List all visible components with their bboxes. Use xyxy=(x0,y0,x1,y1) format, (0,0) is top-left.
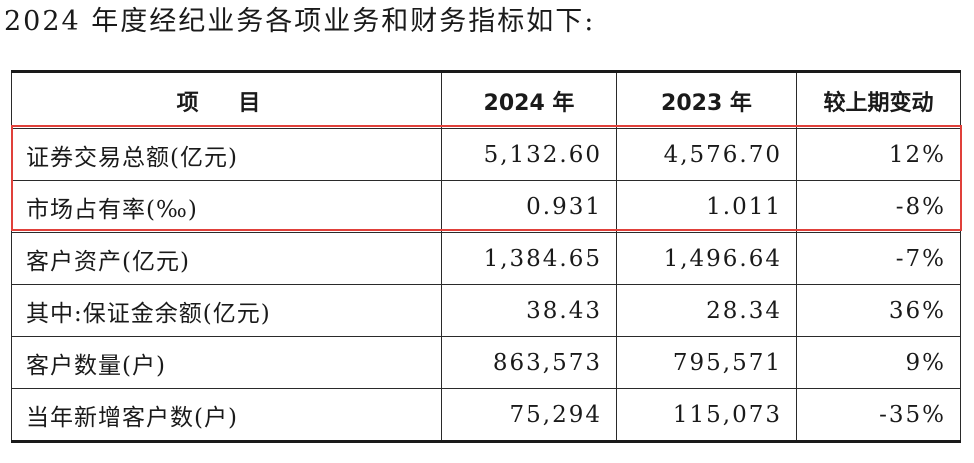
intro-text: 2024 年度经纪业务各项业务和财务指标如下: xyxy=(4,6,596,37)
change-value: 12% xyxy=(796,128,961,181)
change-value: -7% xyxy=(796,232,961,285)
row-label: 客户数量(户) xyxy=(11,336,442,389)
value-2023: 1.011 xyxy=(616,180,797,233)
table-header-row: 项 目 2024 年 2023 年 较上期变动 xyxy=(11,70,961,129)
change-value: 9% xyxy=(796,336,961,389)
table-row: 客户资产(亿元) 1,384.65 1,496.64 -7% xyxy=(11,232,961,285)
row-label: 当年新增客户数(户) xyxy=(11,388,442,443)
row-label: 其中:保证金余额(亿元) xyxy=(11,284,442,337)
value-2024: 75,294 xyxy=(441,388,617,443)
change-value: -8% xyxy=(796,180,961,233)
header-item: 项 目 xyxy=(11,70,442,129)
change-value: -35% xyxy=(796,388,961,443)
value-2024: 1,384.65 xyxy=(441,232,617,285)
header-2023: 2023 年 xyxy=(616,70,797,129)
header-2024: 2024 年 xyxy=(441,70,617,129)
value-2024: 38.43 xyxy=(441,284,617,337)
row-label: 证券交易总额(亿元) xyxy=(11,128,442,181)
value-2023: 795,571 xyxy=(616,336,797,389)
table-row: 当年新增客户数(户) 75,294 115,073 -35% xyxy=(11,388,961,443)
table-row: 客户数量(户) 863,573 795,571 9% xyxy=(11,336,961,389)
table-row: 证券交易总额(亿元) 5,132.60 4,576.70 12% xyxy=(11,128,961,181)
value-2023: 115,073 xyxy=(616,388,797,443)
change-value: 36% xyxy=(796,284,961,337)
value-2024: 0.931 xyxy=(441,180,617,233)
value-2024: 863,573 xyxy=(441,336,617,389)
value-2023: 4,576.70 xyxy=(616,128,797,181)
value-2024: 5,132.60 xyxy=(441,128,617,181)
brokerage-metrics-table: 项 目 2024 年 2023 年 较上期变动 证券交易总额(亿元) 5,132… xyxy=(11,70,961,443)
header-change: 较上期变动 xyxy=(796,70,961,129)
row-label: 市场占有率(‰) xyxy=(11,180,442,233)
row-label: 客户资产(亿元) xyxy=(11,232,442,285)
value-2023: 28.34 xyxy=(616,284,797,337)
table-row: 其中:保证金余额(亿元) 38.43 28.34 36% xyxy=(11,284,961,337)
value-2023: 1,496.64 xyxy=(616,232,797,285)
table-row: 市场占有率(‰) 0.931 1.011 -8% xyxy=(11,180,961,233)
